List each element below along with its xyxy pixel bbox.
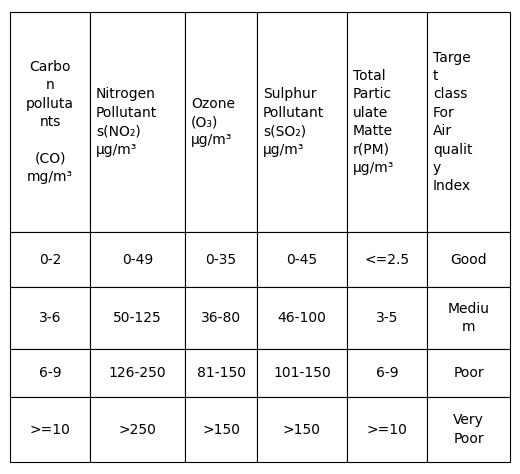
Bar <box>427 232 510 287</box>
Text: Targe
t
class
For
Air
qualit
y
Index: Targe t class For Air qualit y Index <box>433 51 473 193</box>
Text: Carbo
n
polluta
nts

(CO)
mg/m³: Carbo n polluta nts (CO) mg/m³ <box>26 60 74 184</box>
Text: >150: >150 <box>202 422 240 437</box>
Text: >=10: >=10 <box>367 422 408 437</box>
Bar <box>185 12 257 232</box>
Text: Mediu
m: Mediu m <box>448 302 489 334</box>
Text: Poor: Poor <box>453 366 484 380</box>
Bar <box>427 12 510 232</box>
Text: >250: >250 <box>119 422 157 437</box>
Bar <box>90 287 185 349</box>
Text: 0-49: 0-49 <box>122 253 153 266</box>
Text: Ozone
(O₃)
μg/m³: Ozone (O₃) μg/m³ <box>191 97 235 147</box>
Bar <box>185 349 257 397</box>
Bar <box>10 232 90 287</box>
Text: >=10: >=10 <box>30 422 70 437</box>
Text: 46-100: 46-100 <box>278 311 327 325</box>
Bar <box>10 349 90 397</box>
Bar <box>347 397 427 462</box>
Bar <box>10 397 90 462</box>
Bar <box>257 349 347 397</box>
Text: 50-125: 50-125 <box>113 311 162 325</box>
Text: 0-45: 0-45 <box>287 253 318 266</box>
Text: 6-9: 6-9 <box>38 366 61 380</box>
Text: 126-250: 126-250 <box>109 366 166 380</box>
Text: Good: Good <box>450 253 487 266</box>
Bar <box>347 12 427 232</box>
Text: <=2.5: <=2.5 <box>365 253 410 266</box>
Bar <box>257 397 347 462</box>
Bar <box>257 287 347 349</box>
Text: 0-2: 0-2 <box>39 253 61 266</box>
Bar <box>347 287 427 349</box>
Text: 6-9: 6-9 <box>375 366 398 380</box>
Text: Very
Poor: Very Poor <box>453 413 484 446</box>
Bar <box>257 12 347 232</box>
Bar <box>90 349 185 397</box>
Bar <box>90 232 185 287</box>
Text: Sulphur
Pollutant
s(SO₂)
μg/m³: Sulphur Pollutant s(SO₂) μg/m³ <box>263 87 324 156</box>
Text: 0-35: 0-35 <box>205 253 237 266</box>
Bar <box>185 232 257 287</box>
Bar <box>90 12 185 232</box>
Text: 101-150: 101-150 <box>273 366 331 380</box>
Bar <box>427 397 510 462</box>
Text: Nitrogen
Pollutant
s(NO₂)
μg/m³: Nitrogen Pollutant s(NO₂) μg/m³ <box>96 87 157 156</box>
Bar <box>347 232 427 287</box>
Bar <box>10 287 90 349</box>
Bar <box>427 349 510 397</box>
Text: 81-150: 81-150 <box>197 366 245 380</box>
Bar <box>185 397 257 462</box>
Text: >150: >150 <box>283 422 321 437</box>
Text: Total
Partic
ulate
Matte
r(PM)
μg/m³: Total Partic ulate Matte r(PM) μg/m³ <box>353 69 394 175</box>
Bar <box>257 232 347 287</box>
Bar <box>347 349 427 397</box>
Text: 36-80: 36-80 <box>201 311 241 325</box>
Bar <box>185 287 257 349</box>
Bar <box>90 397 185 462</box>
Bar <box>427 287 510 349</box>
Text: 3-6: 3-6 <box>39 311 61 325</box>
Bar <box>10 12 90 232</box>
Text: 3-5: 3-5 <box>376 311 398 325</box>
